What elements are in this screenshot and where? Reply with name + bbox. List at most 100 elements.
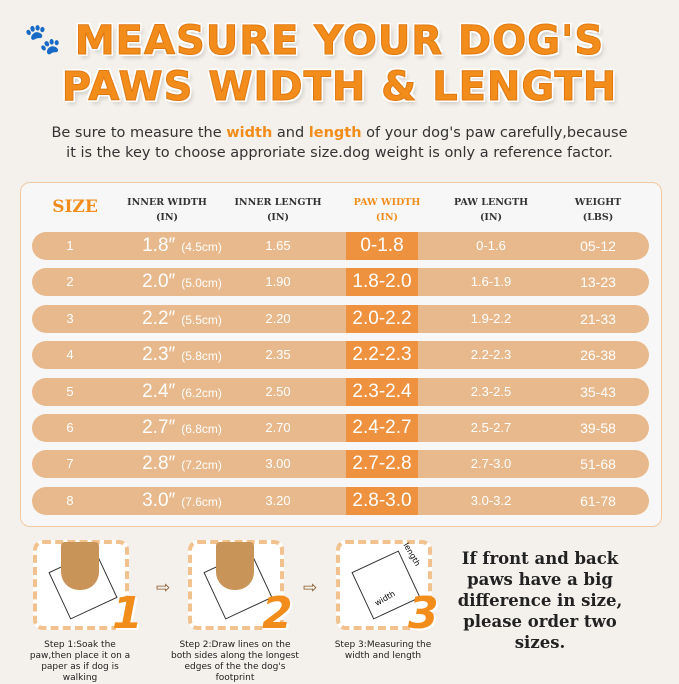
header-inner-width: INNER WIDTH (IN) xyxy=(127,195,207,225)
title-line-2: PAWS WIDTH & LENGTH xyxy=(61,64,618,111)
inner-width-cm: (4.5cm) xyxy=(181,240,222,254)
inner-width-in: 3.0″ xyxy=(142,489,176,511)
inner-width-in: 2.2″ xyxy=(142,307,176,329)
step-number-2: 2 xyxy=(262,588,293,639)
weight-cell: 21-33 xyxy=(580,310,616,327)
weight-cell: 26-38 xyxy=(580,347,616,364)
inner-width-cm: (5.0cm) xyxy=(181,276,222,291)
inner-width-cm: (5.5cm) xyxy=(181,312,222,327)
size-cell: 2 xyxy=(66,274,74,290)
subtitle-text: and xyxy=(272,125,309,141)
step-1-image xyxy=(33,540,129,630)
title-line-1: MEASURE YOUR DOG'S xyxy=(74,18,605,65)
dog-paw-image xyxy=(216,542,254,590)
inner-width-in: 2.7″ xyxy=(142,417,176,438)
header-unit: (IN) xyxy=(155,212,179,223)
inner-width-cm: (7.6cm) xyxy=(181,494,222,509)
step-1-caption: Step 1:Soak the paw,then place it on a p… xyxy=(29,640,131,683)
inner-width-cell: 2.2″ (5.5cm) xyxy=(142,305,222,333)
inner-width-cell: 2.8″ (7.2cm) xyxy=(142,450,222,478)
header-label: PAW WIDTH xyxy=(353,197,421,208)
table-row: 7 2.8″ (7.2cm) 3.00 2.7-2.8 2.7-3.0 51-68 xyxy=(32,450,649,479)
weight-cell: 35-43 xyxy=(580,383,616,400)
inner-length-cell: 1.65 xyxy=(265,238,291,253)
size-cell: 7 xyxy=(66,456,74,472)
header-paw-width: PAW WIDTH (IN) xyxy=(354,195,421,225)
inner-width-cell: 2.4″ (6.2cm) xyxy=(142,378,222,406)
paw-width-cell: 0-1.8 xyxy=(346,232,418,260)
subtitle-text: of your dog's paw carefully,because xyxy=(361,125,628,141)
table-row: 4 2.3″ (5.8cm) 2.35 2.2-2.3 2.2-2.3 26-38 xyxy=(32,341,649,370)
size-difference-note: If front and back paws have a big differ… xyxy=(457,549,623,652)
inner-length-cell: 3.00 xyxy=(265,456,291,472)
header-label: WEIGHT xyxy=(574,197,622,208)
paw-length-cell: 2.5-2.7 xyxy=(470,420,512,435)
header-label: PAW LENGTH xyxy=(453,197,529,208)
header-size: SIZE xyxy=(52,197,98,217)
header-label: INNER LENGTH xyxy=(234,197,322,208)
step-3-image: length width xyxy=(336,540,432,630)
inner-width-in: 2.3″ xyxy=(142,344,176,366)
paw-width-cell: 2.7-2.8 xyxy=(346,450,418,479)
inner-width-in: 2.0″ xyxy=(142,271,176,293)
header-inner-length: INNER LENGTH (IN) xyxy=(234,195,321,225)
subtitle-line-2: it is the key to choose approriate size.… xyxy=(66,145,613,161)
inner-width-in: 1.8″ xyxy=(142,235,176,256)
size-cell: 6 xyxy=(66,420,74,435)
size-cell: 4 xyxy=(66,347,74,363)
paw-length-cell: 0-1.6 xyxy=(476,238,506,253)
paw-print-icon: 🐾 xyxy=(24,22,62,57)
inner-length-cell: 2.70 xyxy=(265,420,291,435)
inner-width-cell: 3.0″ (7.6cm) xyxy=(142,487,222,515)
weight-cell: 39-58 xyxy=(580,420,616,436)
arrow-right-icon: ⇨ xyxy=(303,578,318,598)
size-cell: 1 xyxy=(66,238,74,253)
paw-length-cell: 1.6-1.9 xyxy=(470,274,512,290)
inner-width-cell: 2.7″ (6.8cm) xyxy=(142,414,222,442)
inner-width-in: 2.4″ xyxy=(142,380,176,402)
subtitle-text: Be sure to measure the xyxy=(51,125,227,141)
inner-length-cell: 2.50 xyxy=(265,383,291,399)
inner-width-cell: 1.8″ (4.5cm) xyxy=(142,232,222,260)
subtitle-width: width xyxy=(226,125,273,141)
paw-width-cell: 2.8-3.0 xyxy=(346,486,418,515)
step-2-caption: Step 2:Draw lines on the both sides alon… xyxy=(171,640,299,683)
dog-paw-image xyxy=(61,542,99,590)
inner-width-cm: (6.2cm) xyxy=(181,385,222,400)
step-number-3: 3 xyxy=(408,588,439,639)
size-cell: 8 xyxy=(66,492,74,508)
paw-length-cell: 1.9-2.2 xyxy=(470,310,512,326)
inner-length-cell: 3.20 xyxy=(265,492,291,508)
step-3-caption: Step 3:Measuring the width and length xyxy=(334,640,432,661)
weight-cell: 61-78 xyxy=(580,492,616,509)
paw-width-cell: 2.4-2.7 xyxy=(346,414,418,442)
paw-length-cell: 3.0-3.2 xyxy=(470,492,512,508)
paw-width-cell: 2.0-2.2 xyxy=(346,304,418,333)
header-unit: (IN) xyxy=(479,212,503,223)
weight-cell: 13-23 xyxy=(580,274,616,291)
inner-width-in: 2.8″ xyxy=(142,453,176,475)
weight-cell: 05-12 xyxy=(580,238,616,254)
table-row: 5 2.4″ (6.2cm) 2.50 2.3-2.4 2.3-2.5 35-43 xyxy=(32,377,649,406)
subtitle-length: length xyxy=(308,125,362,141)
table-row: 2 2.0″ (5.0cm) 1.90 1.8-2.0 1.6-1.9 13-23 xyxy=(32,268,649,297)
header-unit: (LBS) xyxy=(582,212,614,223)
table-row: 6 2.7″ (6.8cm) 2.70 2.4-2.7 2.5-2.7 39-58 xyxy=(32,414,649,442)
subtitle-line-1: Be sure to measure the width and length … xyxy=(0,125,679,141)
step-number-1: 1 xyxy=(112,588,143,639)
header-label: INNER WIDTH xyxy=(127,197,207,208)
table-row: 3 2.2″ (5.5cm) 2.20 2.0-2.2 1.9-2.2 21-33 xyxy=(32,304,649,333)
weight-cell: 51-68 xyxy=(580,456,616,473)
header-weight: WEIGHT (LBS) xyxy=(575,195,622,225)
paw-length-cell: 2.7-3.0 xyxy=(470,456,512,472)
header-paw-length: PAW LENGTH (IN) xyxy=(454,195,528,225)
paw-width-cell: 1.8-2.0 xyxy=(346,268,418,297)
inner-width-cm: (7.2cm) xyxy=(181,458,222,473)
arrow-right-icon: ⇨ xyxy=(156,578,171,598)
header-unit: (IN) xyxy=(375,212,399,223)
size-cell: 3 xyxy=(66,310,74,326)
inner-width-cell: 2.3″ (5.8cm) xyxy=(142,341,222,369)
step-2-image xyxy=(188,540,284,630)
table-row: 1 1.8″ (4.5cm) 1.65 0-1.8 0-1.6 05-12 xyxy=(32,232,649,260)
inner-width-cell: 2.0″ (5.0cm) xyxy=(142,268,222,296)
